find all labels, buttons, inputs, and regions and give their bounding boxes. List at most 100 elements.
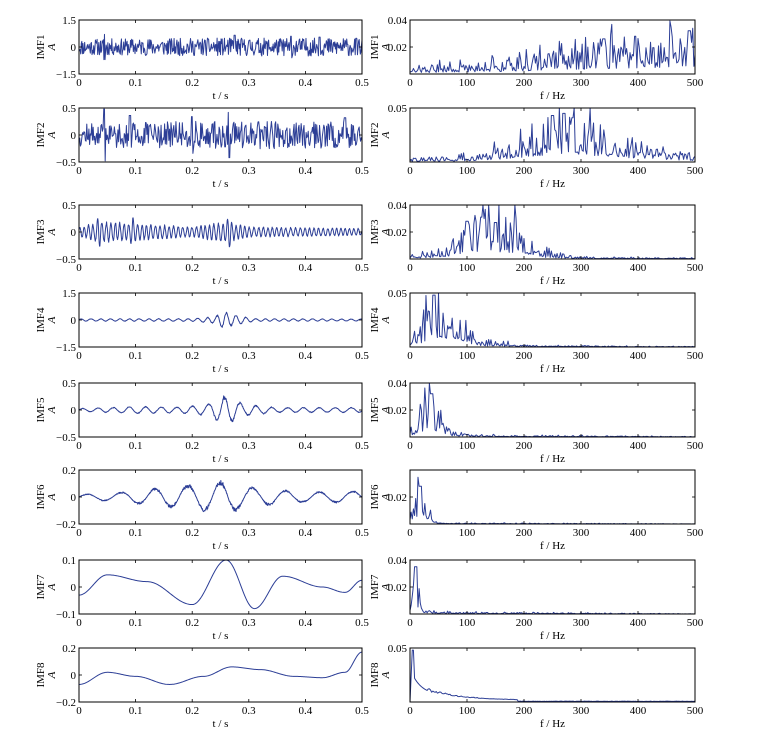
plot-frame [409, 292, 696, 348]
y-tick-label: 0 [71, 42, 77, 54]
x-tick-label: 0 [407, 527, 413, 539]
series-line-imf1-time [78, 33, 363, 61]
x-axis-label: f / Hz [540, 540, 565, 552]
chart-panel-imf8-spec: 0 100 200 300 400 500 0.05 f / Hz IMF8 A [369, 643, 704, 730]
x-tick-label: 200 [516, 77, 533, 89]
plot-frame [409, 382, 696, 438]
x-tick-label: 500 [687, 77, 704, 89]
x-tick-label: 0.5 [355, 440, 369, 452]
y-tick-label: 0 [71, 130, 77, 142]
y-tick-label: 0.02 [388, 227, 407, 239]
y-axis-label: IMF8 [35, 662, 47, 688]
y-tick-label: −0.1 [56, 609, 76, 621]
x-tick-label: 200 [516, 262, 533, 274]
x-tick-label: 100 [459, 617, 476, 629]
plot-frame [409, 107, 696, 163]
y-axis-sublabel: A [380, 228, 392, 236]
y-tick-label: 0 [71, 227, 77, 239]
x-tick-label: 300 [573, 165, 590, 177]
y-axis-sublabel: A [46, 131, 58, 139]
x-tick-label: 0.4 [299, 350, 313, 362]
chart-panel-imf2-spec: 0 100 200 300 400 500 0.05 f / Hz IMF2 A [369, 103, 704, 190]
x-tick-label: 400 [630, 705, 647, 717]
x-tick-label: 0.1 [129, 705, 143, 717]
chart-panel-imf4-spec: 0 100 200 300 400 500 0.05 f / Hz IMF4 A [369, 288, 704, 375]
y-tick-label: 0.02 [388, 582, 407, 594]
x-tick-label: 0.1 [129, 527, 143, 539]
x-tick-label: 0.1 [129, 350, 143, 362]
x-tick-label: 0.5 [355, 77, 369, 89]
y-tick-label: −1.5 [56, 342, 76, 354]
x-tick-label: 500 [687, 262, 704, 274]
x-tick-label: 0.3 [242, 705, 256, 717]
y-axis-label: IMF7 [35, 574, 47, 600]
x-axis-label: t / s [213, 453, 229, 465]
x-tick-label: 0 [76, 705, 82, 717]
y-tick-label: 0 [71, 315, 77, 327]
y-tick-label: 0.5 [62, 200, 76, 212]
series-line-imf2-time [78, 108, 363, 162]
y-tick-label: −0.5 [56, 432, 76, 444]
y-axis-label: IMF4 [369, 307, 381, 333]
x-tick-label: 0.3 [242, 440, 256, 452]
y-tick-label: 0.05 [388, 643, 408, 655]
y-tick-label: 0.1 [62, 555, 76, 567]
x-tick-label: 0.5 [355, 527, 369, 539]
x-tick-label: 300 [573, 262, 590, 274]
x-tick-label: 400 [630, 77, 647, 89]
y-axis-label: IMF5 [369, 397, 381, 423]
x-tick-label: 100 [459, 165, 476, 177]
x-tick-label: 500 [687, 617, 704, 629]
series-line-imf5-time [78, 395, 363, 423]
x-tick-label: 0.5 [355, 617, 369, 629]
y-axis-sublabel: A [46, 43, 58, 51]
x-tick-label: 400 [630, 527, 647, 539]
x-tick-label: 0.2 [185, 77, 199, 89]
x-tick-label: 0.2 [185, 165, 199, 177]
x-axis-label: t / s [213, 363, 229, 375]
y-tick-label: 0 [71, 492, 77, 504]
x-tick-label: 100 [459, 350, 476, 362]
x-tick-label: 0 [76, 440, 82, 452]
x-tick-label: 0 [407, 440, 413, 452]
chart-panel-imf6-spec: 0 100 200 300 400 500 0.02 f / Hz IMF6 A [369, 469, 704, 552]
y-tick-label: −1.5 [56, 69, 76, 81]
x-tick-label: 300 [573, 617, 590, 629]
plot-frame [409, 559, 696, 615]
y-tick-label: −0.2 [56, 519, 76, 531]
x-tick-label: 0.1 [129, 262, 143, 274]
x-tick-label: 300 [573, 350, 590, 362]
x-tick-label: 0.4 [299, 617, 313, 629]
x-tick-label: 0 [76, 165, 82, 177]
y-axis-sublabel: A [380, 316, 392, 324]
series-line-imf3-spec [409, 204, 696, 260]
y-tick-label: 0.05 [388, 288, 408, 300]
y-axis-label: IMF7 [369, 574, 381, 600]
x-tick-label: 300 [573, 77, 590, 89]
plot-frame [78, 647, 363, 703]
x-tick-label: 0.1 [129, 440, 143, 452]
series-line-imf4-spec [409, 292, 696, 348]
y-axis-label: IMF1 [35, 34, 47, 59]
y-axis-label: IMF2 [369, 122, 381, 147]
x-tick-label: 500 [687, 440, 704, 452]
y-axis-label: IMF1 [369, 34, 381, 59]
x-tick-label: 0 [76, 527, 82, 539]
y-tick-label: 0.04 [388, 15, 408, 27]
x-tick-label: 300 [573, 705, 590, 717]
plot-frame [409, 469, 696, 525]
y-axis-sublabel: A [46, 406, 58, 414]
x-axis-label: f / Hz [540, 178, 565, 190]
x-tick-label: 0 [76, 350, 82, 362]
x-tick-label: 400 [630, 262, 647, 274]
plot-frame [409, 19, 696, 75]
x-tick-label: 0.3 [242, 165, 256, 177]
x-tick-label: 0.4 [299, 440, 313, 452]
y-axis-label: IMF3 [369, 219, 381, 245]
series-line-imf1-spec [409, 20, 696, 73]
x-tick-label: 500 [687, 527, 704, 539]
x-tick-label: 200 [516, 165, 533, 177]
series-line-imf6-spec [409, 476, 696, 525]
x-tick-label: 0 [407, 705, 413, 717]
